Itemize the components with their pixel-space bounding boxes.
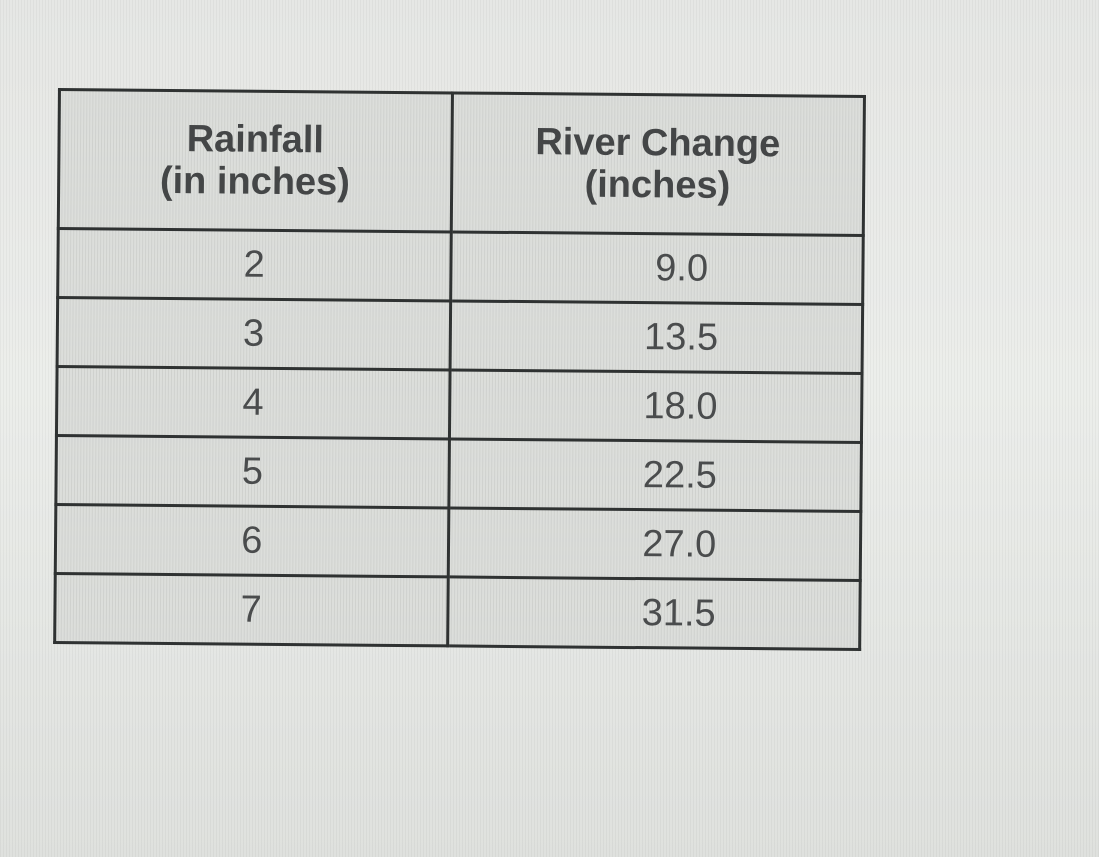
river-change-header-unit: (inches)	[584, 163, 731, 207]
rainfall-river-table: Rainfall (in inches) River Change (inche…	[53, 88, 866, 652]
rainfall-cell: 3	[57, 297, 451, 370]
table-row: 7 31.5	[54, 573, 861, 650]
table-row: 6 27.0	[55, 504, 861, 581]
rainfall-cell: 6	[55, 504, 449, 577]
rainfall-cell: 7	[54, 573, 448, 646]
rainfall-header: Rainfall (in inches)	[58, 89, 452, 232]
rainfall-header-title: Rainfall	[186, 118, 325, 162]
rainfall-cell: 2	[57, 228, 451, 301]
table-body: 2 9.0 3 13.5 4 18.0 5 22.5 6 27.0 7 31.5	[54, 228, 864, 650]
rainfall-cell: 4	[56, 366, 450, 439]
table-header: Rainfall (in inches) River Change (inche…	[58, 89, 865, 236]
table-row: 5 22.5	[55, 435, 862, 512]
river-change-header-title: River Change	[535, 121, 781, 166]
river-change-header: River Change (inches)	[450, 92, 865, 236]
table-row: 3 13.5	[57, 297, 863, 374]
river-change-cell: 18.0	[448, 369, 863, 443]
river-change-cell: 31.5	[447, 576, 861, 650]
river-change-cell: 9.0	[450, 231, 864, 305]
river-change-cell: 13.5	[449, 300, 863, 374]
river-change-cell: 27.0	[447, 507, 861, 581]
table-row: 4 18.0	[56, 366, 863, 443]
rainfall-cell: 5	[55, 435, 449, 508]
table-row: 2 9.0	[57, 228, 864, 305]
river-change-cell: 22.5	[448, 438, 862, 512]
header-row: Rainfall (in inches) River Change (inche…	[58, 89, 865, 236]
rainfall-header-unit: (in inches)	[159, 159, 351, 204]
